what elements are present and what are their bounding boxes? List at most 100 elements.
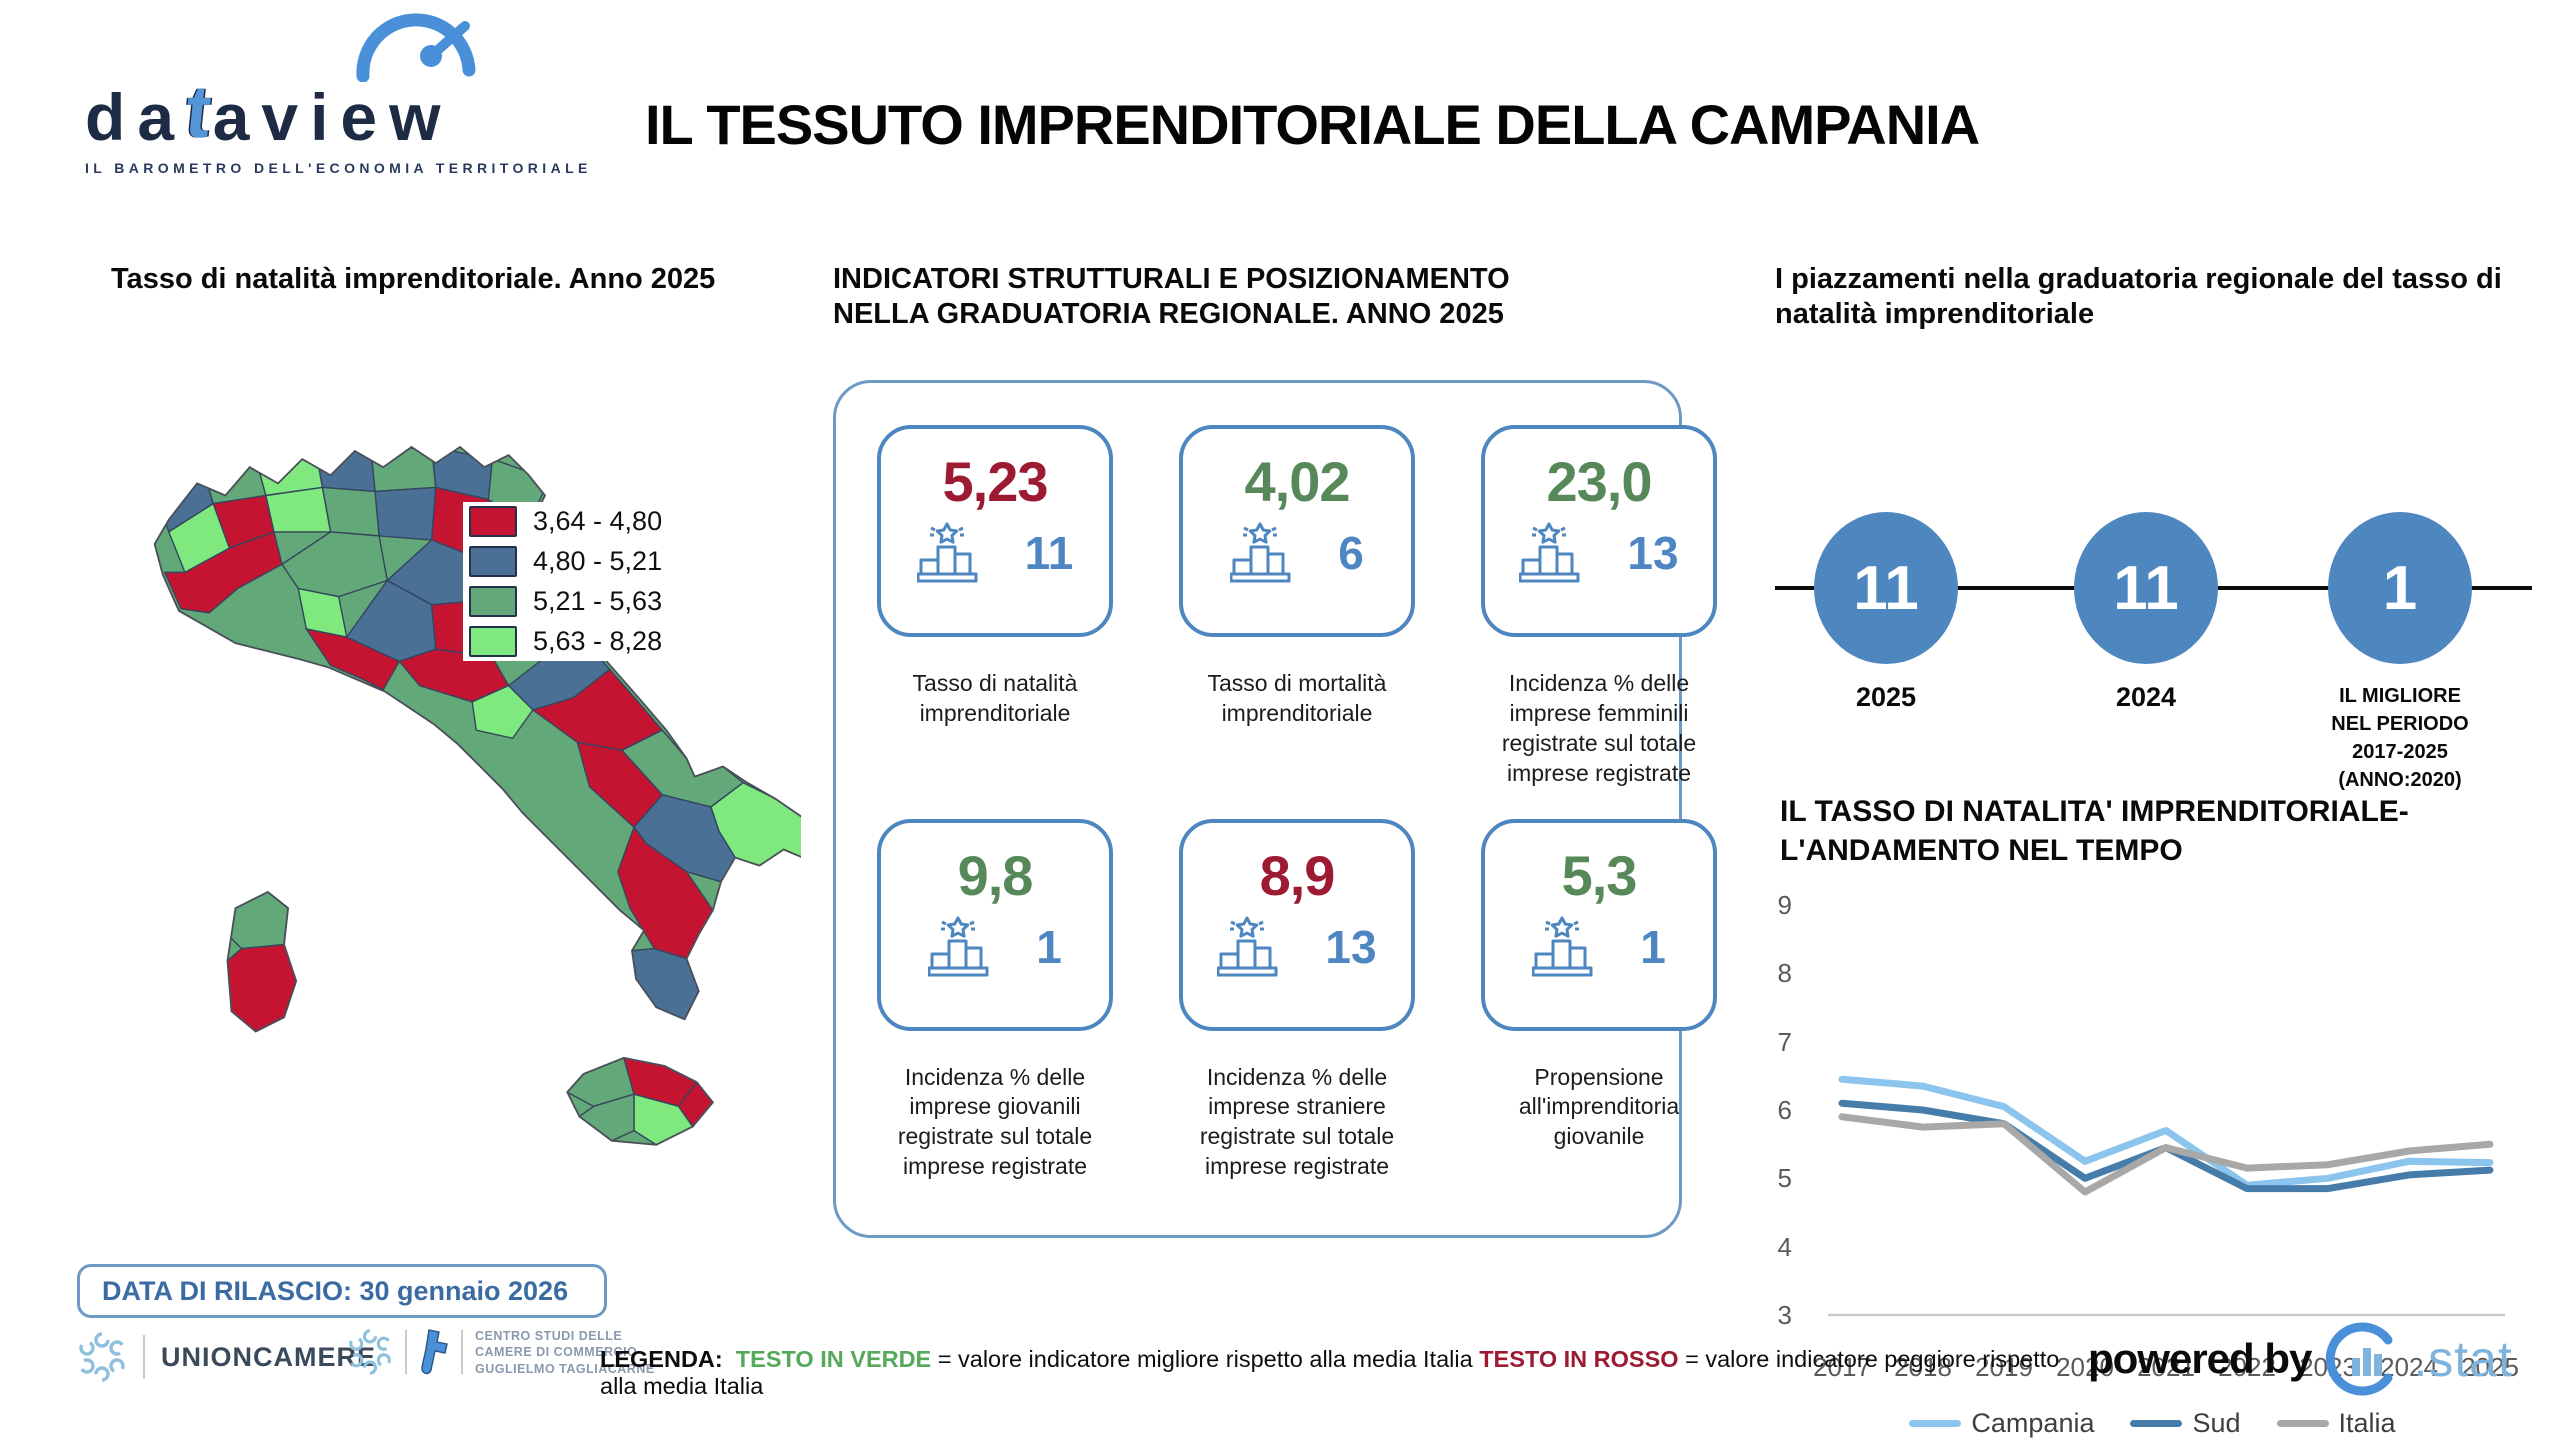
tagliacarne-label: CENTRO STUDI DELLE CAMERE DI COMMERCIO G… — [475, 1329, 655, 1376]
tagliacarne-knot-icon — [349, 1329, 391, 1376]
trend-chart-plot — [1828, 1075, 2505, 1317]
campania-line-swatch — [1909, 1420, 1962, 1427]
tagliacarne-logo: CENTRO STUDI DELLE CAMERE DI COMMERCIO G… — [347, 1328, 655, 1377]
map-legend-item: 4,80 - 5,21 — [469, 546, 662, 577]
indicator-rank: 1 — [1640, 920, 1666, 973]
indicator-label: Incidenza % delle imprese giovanili regi… — [897, 1063, 1093, 1180]
page-title: IL TESSUTO IMPRENDITORIALE DELLA CAMPANI… — [645, 93, 1980, 156]
indicator-card: 4,02 6 — [1179, 425, 1415, 637]
indicator-card: 8,9 13 — [1179, 818, 1415, 1031]
timeline-circle-2024: 11 — [2074, 512, 2218, 664]
indicator-label: Tasso di mortalità imprenditoriale — [1207, 670, 1387, 726]
divider — [405, 1330, 407, 1375]
legend-label: Campania — [1971, 1408, 2095, 1438]
unioncamere-knot-icon — [79, 1332, 125, 1382]
italy-outline — [153, 445, 801, 1146]
x-axis-tick: 2025 — [2461, 1352, 2519, 1382]
dotstat-label: .stat — [2413, 1331, 2513, 1387]
y-axis-tick: 8 — [1777, 958, 1792, 989]
podium-rank-icon — [1519, 522, 1580, 583]
powered-by-block: powered by .stat — [2088, 1322, 2513, 1396]
trend-chart-title: IL TASSO DI NATALITA' IMPRENDITORIALE- L… — [1780, 795, 2409, 867]
ranking-panel: I piazzamenti nella graduatoria regional… — [1775, 262, 2545, 1438]
unioncamere-label: UNIONCAMERE — [161, 1341, 377, 1372]
italia-line-swatch — [2276, 1420, 2329, 1427]
timeline-label-best: IL MIGLIORE NEL PERIODO 2017-2025 (ANNO:… — [2331, 685, 2469, 791]
x-axis-tick: 2018 — [1894, 1352, 1952, 1382]
map-title: Tasso di natalità imprenditoriale. Anno … — [111, 263, 716, 295]
indicator-cell: 9,8 1 Incidenza % delle imprese giovan — [870, 818, 1120, 1183]
indicator-card: 5,23 11 — [877, 425, 1113, 637]
indicators-container: 5,23 11 Tasso di natalità imprenditori — [833, 380, 1717, 1238]
indicator-value: 8,9 — [1259, 843, 1336, 907]
logo-tagline: IL BAROMETRO DELL'ECONOMIA TERRITORIALE — [85, 160, 592, 176]
podium-rank-icon — [1217, 916, 1278, 977]
legend-label: 5,21 - 5,63 — [533, 586, 663, 616]
logo-text-part1: da — [85, 80, 187, 154]
indicator-label: Tasso di natalità imprenditoriale — [912, 670, 1078, 726]
y-axis-tick: 4 — [1777, 1231, 1792, 1262]
y-axis-tick: 9 — [1777, 890, 1792, 920]
podium-rank-icon — [1230, 522, 1291, 583]
indicator-cell: 5,23 11 Tasso di natalità imprenditori — [870, 425, 1120, 789]
indicator-value: 5,3 — [1561, 843, 1638, 907]
red-text-explanation: = valore indicatore peggiore rispetto al… — [600, 1346, 2060, 1399]
legend-item-sud: Sud — [2130, 1408, 2241, 1439]
indicator-rank: 1 — [1036, 920, 1062, 973]
legend-swatch-red — [469, 506, 517, 537]
timeline-circle-2025: 11 — [1814, 512, 1958, 664]
indicator-cell: 23,0 13 Incidenza % delle imprese femm — [1474, 425, 1724, 789]
trend-line-campania — [1838, 1075, 2494, 1189]
map-legend: 3,64 - 4,80 4,80 - 5,21 5,21 - 5,63 5,63… — [463, 502, 669, 661]
divider — [461, 1330, 463, 1375]
red-text-label: TESTO IN ROSSO — [1479, 1346, 1679, 1372]
y-axis-tick: 5 — [1777, 1163, 1792, 1194]
legend-label: 3,64 - 4,80 — [533, 506, 663, 536]
legend-item-italia: Italia — [2276, 1408, 2396, 1439]
legend-label: Sud — [2192, 1408, 2241, 1438]
x-axis-tick: 2020 — [2056, 1352, 2114, 1382]
green-text-label: TESTO IN VERDE — [735, 1346, 932, 1372]
podium-rank-icon — [928, 916, 989, 977]
map-legend-item: 5,21 - 5,63 — [469, 586, 662, 617]
indicator-value: 4,02 — [1244, 450, 1351, 513]
indicator-card: 5,3 1 — [1481, 818, 1717, 1031]
release-date-text: DATA DI RILASCIO: 30 gennaio 2026 — [102, 1275, 569, 1306]
indicator-cell: 5,3 1 Propensione all'imprenditoria gi — [1474, 818, 1724, 1183]
trend-chart-legend: Campania Sud Italia — [1800, 1408, 2505, 1439]
legend-swatch-lightgreen — [469, 626, 517, 657]
release-date-box: DATA DI RILASCIO: 30 gennaio 2026 — [77, 1264, 607, 1318]
map-legend-item: 3,64 - 4,80 — [469, 506, 662, 537]
indicator-value: 5,23 — [942, 450, 1049, 513]
tagliacarne-t-icon — [421, 1329, 448, 1375]
timeline-circle-best: 1 — [2328, 512, 2472, 664]
trend-chart: Campania Sud Italia 3 4 5 6 7 8 9 2017 2018 2019 2… — [1778, 890, 2519, 1450]
map-legend-item: 5,63 - 8,28 — [469, 626, 662, 657]
trend-line-italia — [1838, 1113, 2494, 1196]
legend-item-campania: Campania — [1909, 1408, 2094, 1439]
x-axis-tick: 2021 — [2137, 1352, 2195, 1382]
indicator-label: Incidenza % delle imprese straniere regi… — [1199, 1063, 1395, 1180]
legend-swatch-green — [469, 586, 517, 617]
y-axis-tick: 6 — [1777, 1095, 1792, 1125]
logo-text-part2: aview — [212, 80, 453, 154]
rank-number: 11 — [1853, 553, 1919, 623]
indicator-cell: 8,9 13 Incidenza % delle imprese stran — [1172, 818, 1422, 1183]
x-axis-tick: 2022 — [2218, 1352, 2276, 1382]
indicator-rank: 6 — [1338, 527, 1364, 579]
unioncamere-logo: UNIONCAMERE — [77, 1332, 376, 1382]
indicator-rank: 13 — [1325, 920, 1377, 973]
legend-label: 4,80 - 5,21 — [533, 546, 663, 576]
y-axis-tick: 3 — [1777, 1300, 1792, 1330]
x-axis-tick: 2019 — [1975, 1352, 2033, 1382]
indicator-cell: 4,02 6 Tasso di mortalità imprenditori — [1172, 425, 1422, 789]
indicator-label: Incidenza % delle imprese femminili regi… — [1501, 670, 1697, 786]
dotstat-logo-icon — [2326, 1322, 2393, 1396]
x-axis-tick: 2017 — [1813, 1352, 1871, 1382]
indicator-value: 23,0 — [1546, 450, 1653, 513]
indicator-card: 9,8 1 — [877, 818, 1113, 1031]
indicator-rank: 11 — [1024, 527, 1074, 579]
logo-t-glyph: t — [181, 70, 216, 153]
y-axis-tick: 7 — [1777, 1026, 1792, 1057]
